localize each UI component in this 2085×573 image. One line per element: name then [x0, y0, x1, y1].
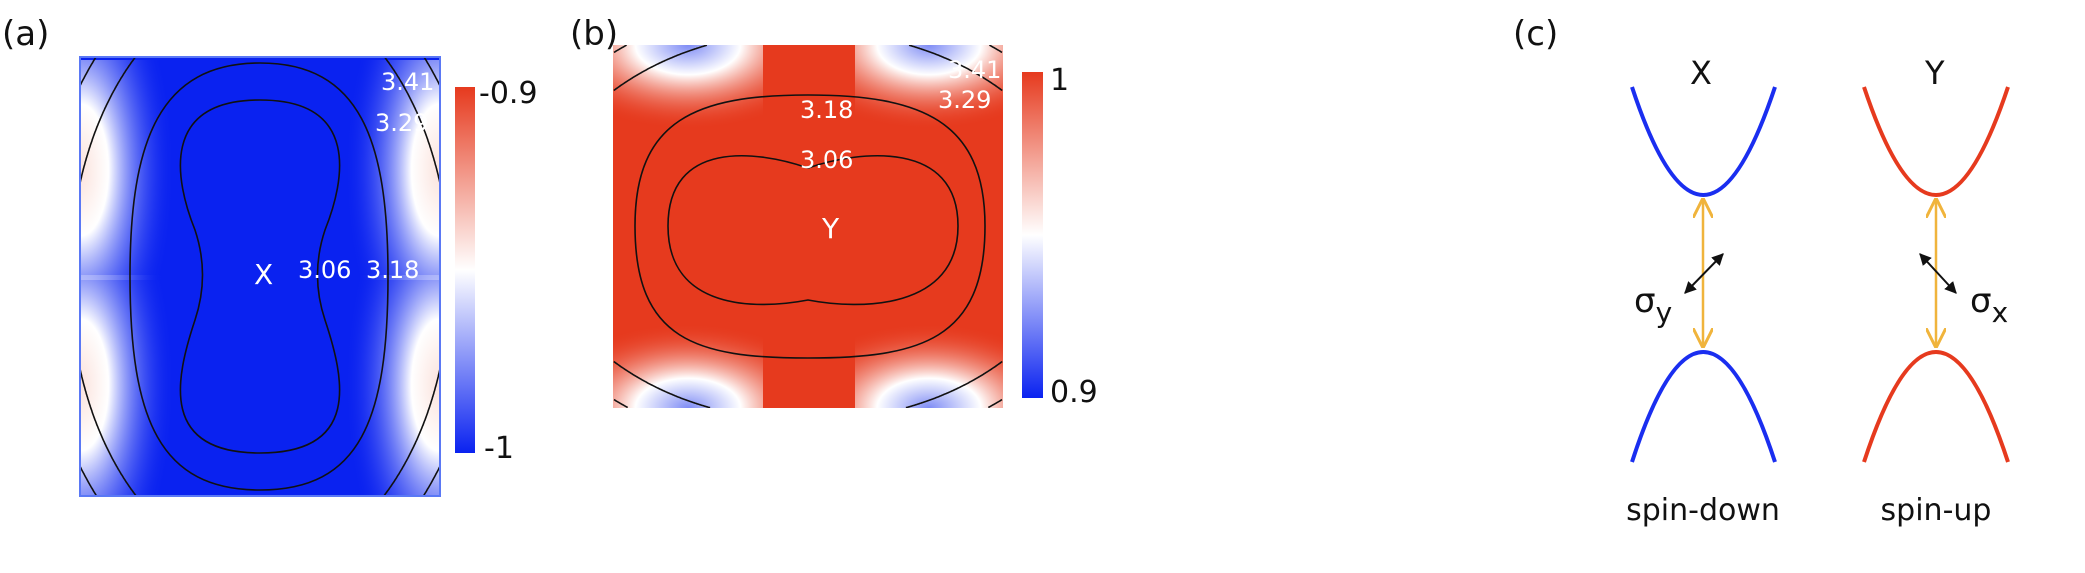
- left-valley-diagram: X σy spin-down: [1626, 54, 1780, 528]
- colorbar: [1022, 72, 1043, 398]
- valence-band: [1862, 350, 2010, 463]
- contour-line: [80, 57, 440, 496]
- contour-label: 3.06: [298, 256, 351, 284]
- contour-3.29: [80, 57, 440, 496]
- colorbar-min: -1: [484, 431, 514, 466]
- conduction-band: [1630, 86, 1777, 197]
- contour-3.18: [129, 62, 389, 491]
- panel-a-heatmap: [80, 57, 440, 496]
- panel-c-label: (c): [1513, 14, 1558, 54]
- panel-b-heatmap: [613, 45, 1003, 408]
- panel-b-label: (b): [570, 14, 618, 54]
- contour-3.29: [613, 45, 1003, 408]
- contour-label: 3.29: [375, 109, 428, 137]
- contour-label: 3.18: [366, 256, 419, 284]
- spin-label: spin-up: [1881, 493, 1992, 528]
- panel-a-frame: [79, 56, 441, 497]
- valley-label: Y: [1924, 54, 1945, 92]
- contour-3.06: [179, 99, 341, 454]
- contour-3.18: [634, 94, 986, 359]
- polarization-label: σx: [1970, 281, 2008, 329]
- valley-label: Y: [821, 212, 840, 245]
- contour-label: 3.18: [800, 96, 853, 124]
- contour-label: 3.41: [948, 56, 1001, 84]
- contour-line: [613, 45, 1003, 408]
- contour-3.06: [667, 154, 959, 306]
- panel-a-label: (a): [2, 14, 49, 54]
- contour-label: 3.06: [800, 146, 853, 174]
- polarization-arrow-icon: [1919, 253, 1957, 294]
- colorbar-min: 0.9: [1050, 375, 1098, 410]
- colorbar-max: 1: [1050, 63, 1069, 98]
- right-valley-diagram: Y σx spin-up: [1862, 54, 2010, 528]
- polarization-arrow-icon: [1684, 253, 1724, 294]
- contour-label: 3.29: [938, 86, 991, 114]
- polarization-label: σy: [1634, 281, 1672, 329]
- valley-label: X: [254, 258, 273, 291]
- valence-band: [1630, 350, 1777, 463]
- colorbar: [455, 87, 475, 453]
- conduction-band: [1862, 86, 2010, 197]
- valley-label: X: [1690, 54, 1712, 92]
- contour-label: 3.41: [381, 68, 434, 96]
- spin-label: spin-down: [1626, 493, 1780, 528]
- colorbar-max: -0.9: [479, 76, 538, 111]
